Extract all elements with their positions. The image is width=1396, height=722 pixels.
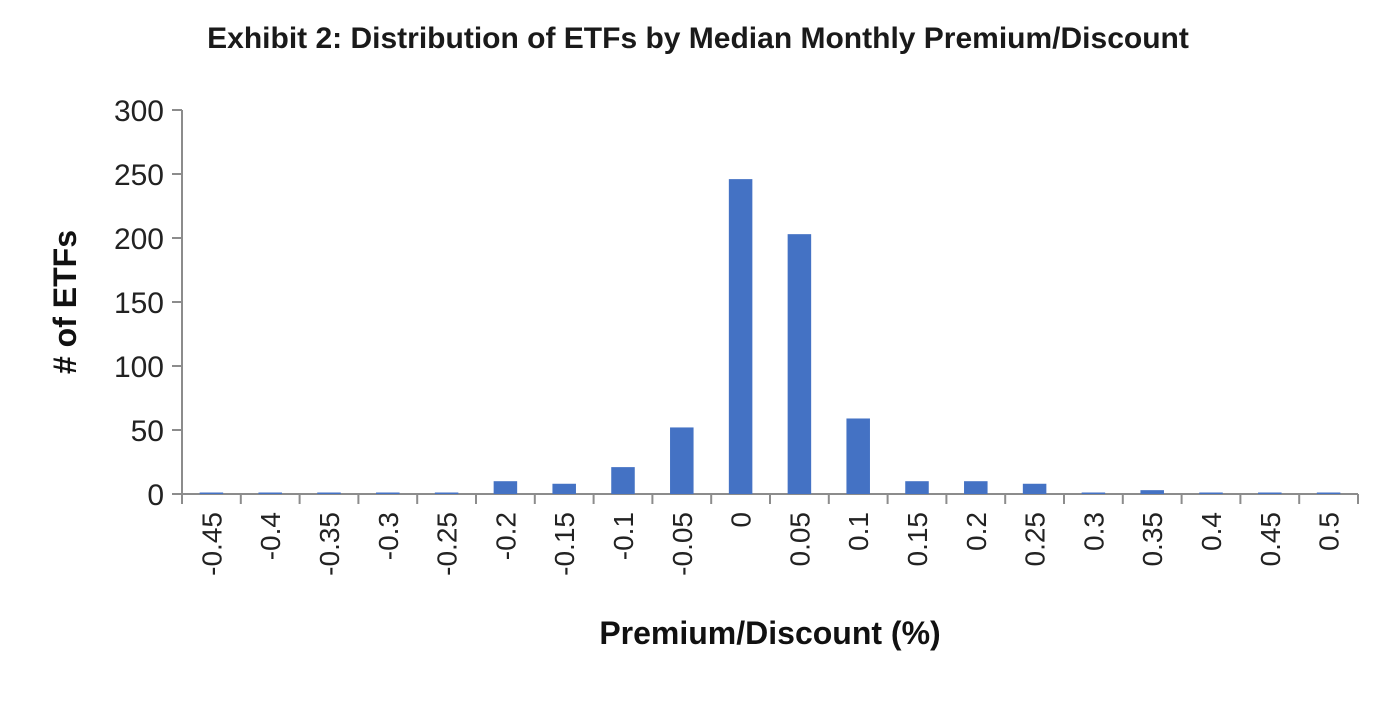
x-tick-label: 0 [726, 512, 757, 528]
x-tick-label: -0.35 [314, 512, 345, 576]
x-tick-label: 0.3 [1078, 512, 1109, 551]
x-tick-label: 0.1 [843, 512, 874, 551]
x-tick-label: 0.05 [784, 512, 815, 567]
bar [1316, 492, 1341, 494]
x-axis: -0.45 -0.4 -0.35 -0.3 -0.25 -0.2 -0.15 -0.1 -0.0… [181, 493, 1359, 576]
bar [670, 427, 694, 494]
y-axis-title: # of ETFs [47, 230, 83, 374]
x-tick-label: -0.45 [196, 512, 227, 576]
y-tick-label: 150 [114, 287, 164, 320]
x-tick-label: -0.15 [549, 512, 580, 576]
x-tick-label: -0.4 [255, 512, 286, 560]
bar [493, 481, 518, 494]
x-tick-label: 0.15 [902, 512, 933, 567]
bar [376, 492, 400, 494]
y-tick-label: 200 [114, 223, 164, 256]
bar [317, 492, 341, 494]
x-tick-label: -0.3 [373, 512, 404, 560]
bar [199, 492, 224, 494]
bar [728, 179, 753, 494]
bar [1022, 483, 1047, 494]
x-tick-label: -0.05 [667, 512, 698, 576]
y-axis: 0 50 100 150 200 250 300 [114, 95, 183, 512]
x-tick-label: 0.45 [1255, 512, 1286, 567]
x-tick-label: 0.35 [1137, 512, 1168, 567]
y-tick-label: 0 [147, 479, 164, 512]
x-tick-label: 0.5 [1314, 512, 1345, 551]
bar [905, 481, 929, 494]
x-tick-label: -0.25 [432, 512, 463, 576]
chart-title: Exhibit 2: Distribution of ETFs by Media… [207, 22, 1189, 55]
y-tick-label: 100 [114, 351, 164, 384]
bar [1140, 490, 1164, 494]
bar [1081, 492, 1106, 494]
bar [552, 483, 576, 494]
x-tick-label: 0.25 [1020, 512, 1051, 567]
y-tick-label: 300 [114, 95, 164, 128]
bar [846, 418, 870, 494]
bar [611, 467, 635, 494]
bar [434, 492, 459, 494]
y-tick-label: 50 [131, 415, 164, 448]
bar [964, 481, 988, 494]
x-tick-label: 0.2 [961, 512, 992, 551]
bar [1258, 492, 1282, 494]
bar [1199, 492, 1223, 494]
y-tick-label: 250 [114, 159, 164, 192]
x-tick-label: -0.1 [608, 512, 639, 560]
x-tick-label: 0.4 [1196, 512, 1227, 551]
x-tick-label: -0.2 [490, 512, 521, 560]
bar [787, 234, 812, 494]
bar [258, 492, 282, 494]
bars [199, 179, 1341, 494]
x-axis-title: Premium/Discount (%) [599, 615, 940, 651]
